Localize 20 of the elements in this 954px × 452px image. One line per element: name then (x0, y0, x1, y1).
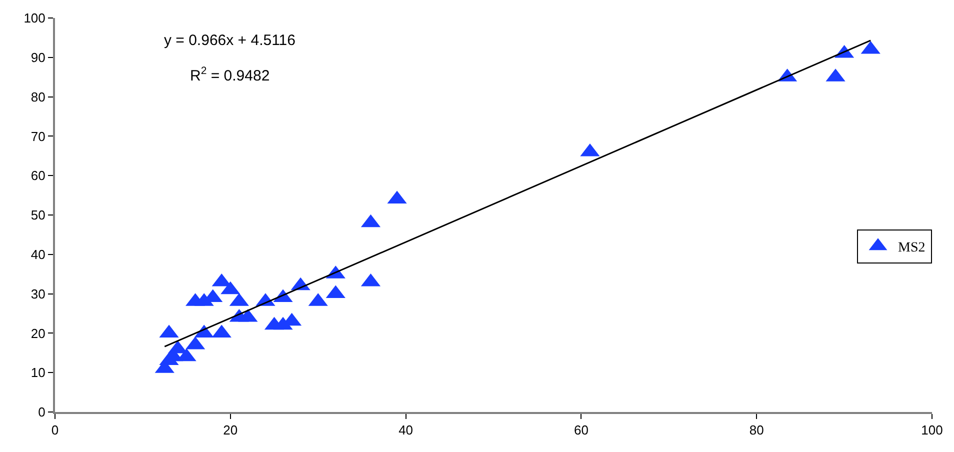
annotation: y = 0.966x + 4.5116 (164, 32, 296, 49)
y-tick-label: 40 (30, 246, 46, 262)
y-tick-label: 100 (24, 10, 46, 26)
x-tick-label: 100 (921, 422, 943, 438)
x-tick-label: 20 (223, 422, 238, 438)
x-tick-label: 0 (51, 422, 59, 438)
y-tick-label: 60 (30, 168, 46, 184)
y-tick-label: 20 (30, 326, 46, 341)
y-tick-label: 50 (30, 208, 46, 223)
y-tick-label: 80 (30, 89, 46, 104)
x-tick-label: 60 (574, 422, 588, 438)
x-tick-label: 40 (398, 422, 414, 438)
y-tick-label: 10 (30, 365, 46, 380)
y-tick-label: 90 (30, 50, 46, 65)
y-tick-label: 70 (30, 128, 46, 144)
legend-label: MS2 (898, 240, 926, 256)
x-tick-label: 80 (749, 422, 764, 438)
y-tick-label: 30 (30, 286, 46, 302)
y-tick-label: 0 (38, 404, 46, 420)
annotation: R$^{2}$ = 0.9482 (190, 65, 270, 84)
